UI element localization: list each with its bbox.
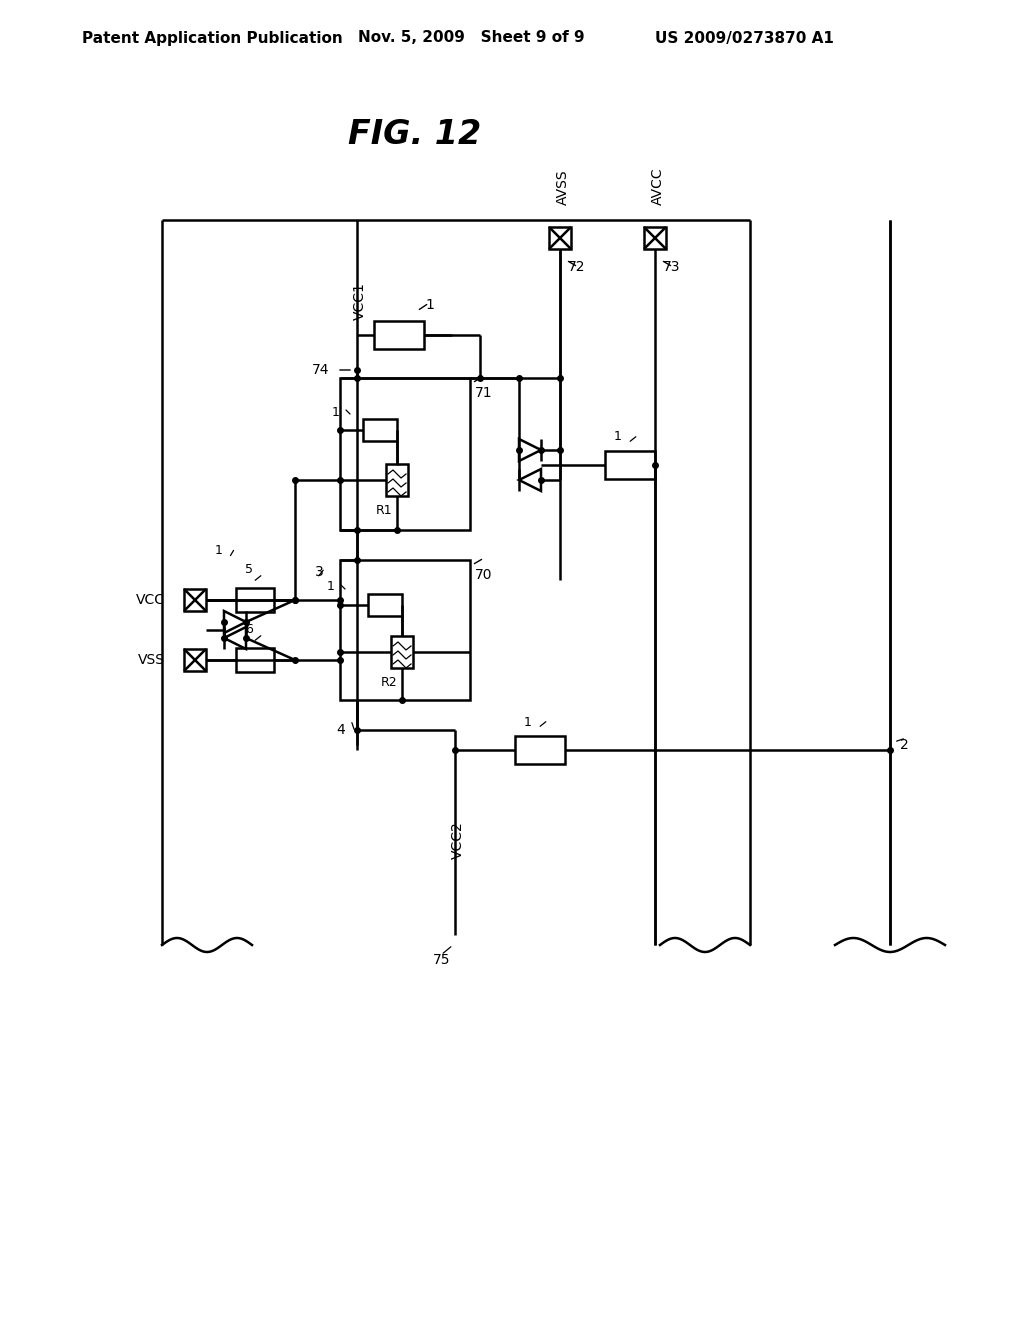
Bar (340, 378, 470, 531)
Bar (236, 648, 274, 672)
Text: AVSS: AVSS (556, 169, 570, 205)
Text: R2: R2 (381, 676, 397, 689)
Bar (340, 560, 470, 700)
Text: 1: 1 (524, 715, 532, 729)
Text: 1: 1 (215, 544, 223, 557)
Text: 1: 1 (614, 430, 622, 444)
Text: Patent Application Publication: Patent Application Publication (82, 30, 343, 45)
Text: FIG. 12: FIG. 12 (348, 119, 481, 152)
Text: 1: 1 (327, 581, 335, 594)
Text: VCC1: VCC1 (353, 282, 367, 319)
Bar (515, 737, 565, 764)
Bar (362, 418, 397, 441)
Bar (386, 465, 408, 496)
Polygon shape (224, 627, 246, 649)
Bar (184, 649, 206, 671)
Text: 5: 5 (245, 564, 253, 576)
Text: R1: R1 (376, 504, 392, 517)
Text: 1: 1 (332, 405, 340, 418)
Bar (549, 227, 571, 249)
Bar (184, 589, 206, 611)
Text: 74: 74 (311, 363, 329, 378)
Bar (644, 227, 666, 249)
Bar (236, 587, 274, 612)
Polygon shape (519, 440, 541, 461)
Bar (368, 594, 402, 616)
Bar (391, 636, 413, 668)
Text: 70: 70 (475, 568, 493, 582)
Text: VCC2: VCC2 (451, 821, 465, 859)
Text: 1: 1 (425, 298, 434, 312)
Text: AVCC: AVCC (651, 168, 665, 205)
Text: 72: 72 (568, 260, 586, 275)
Bar (605, 451, 655, 479)
Text: 2: 2 (900, 738, 908, 752)
Polygon shape (519, 469, 541, 491)
Text: 73: 73 (663, 260, 681, 275)
Polygon shape (224, 611, 246, 634)
Text: US 2009/0273870 A1: US 2009/0273870 A1 (655, 30, 834, 45)
Text: Nov. 5, 2009   Sheet 9 of 9: Nov. 5, 2009 Sheet 9 of 9 (358, 30, 585, 45)
Text: 6: 6 (245, 623, 253, 636)
Text: 71: 71 (475, 385, 493, 400)
Text: VCC: VCC (136, 593, 165, 607)
Text: 3: 3 (315, 565, 324, 579)
Bar (374, 321, 424, 348)
Text: 75: 75 (432, 953, 450, 968)
Text: 4: 4 (336, 723, 345, 737)
Text: VSS: VSS (138, 653, 165, 667)
